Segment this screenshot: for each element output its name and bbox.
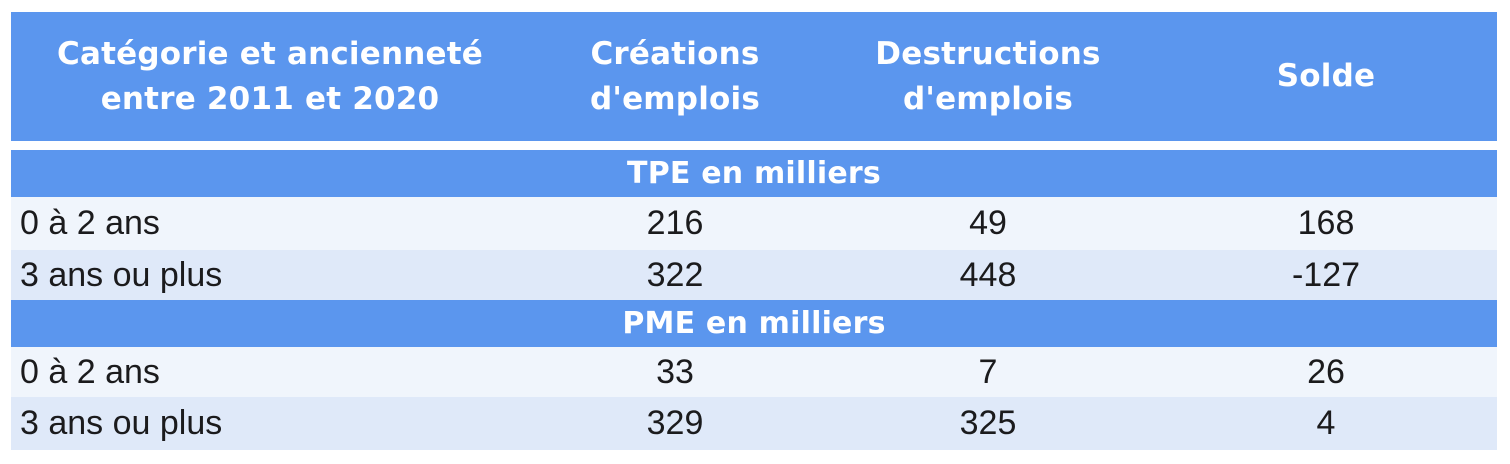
- creations-value-cell: 33: [656, 352, 694, 391]
- row-label-cell: 0 à 2 ans: [20, 204, 160, 242]
- table-row-pme-3plus: 3 ans ou plus 329 325 4: [11, 397, 1497, 450]
- destructions-value-cell: 325: [959, 404, 1017, 442]
- header-body-divider: [11, 141, 1497, 150]
- destructions-value-cell: 7: [978, 352, 998, 391]
- solde-value-cell: -127: [1291, 255, 1361, 294]
- table-row-pme-0-2: 0 à 2 ans 33 7 26: [11, 347, 1497, 397]
- row-label-cell: 3 ans ou plus: [20, 404, 223, 442]
- row-label-cell: 3 ans ou plus: [20, 255, 223, 294]
- solde-value-cell: 26: [1307, 352, 1345, 391]
- destructions-value-cell: 49: [969, 204, 1007, 242]
- header-destructions: Destructions d'emplois: [875, 36, 1101, 117]
- destructions-value-cell: 448: [959, 255, 1017, 294]
- table-row-tpe-0-2: 0 à 2 ans 216 49 168: [11, 197, 1497, 250]
- table-header-row: Catégorie et ancienneté entre 2011 et 20…: [11, 12, 1497, 141]
- solde-value-cell: 4: [1316, 404, 1336, 442]
- employment-table: Catégorie et ancienneté entre 2011 et 20…: [11, 12, 1497, 450]
- solde-value-cell: 168: [1297, 204, 1355, 242]
- row-label-cell: 0 à 2 ans: [20, 352, 160, 391]
- section-header-tpe: TPE en milliers: [11, 150, 1497, 197]
- header-creations: Créations d'emplois: [590, 36, 760, 117]
- creations-value-cell: 216: [646, 204, 704, 242]
- header-solde: Solde: [1276, 58, 1376, 95]
- header-category: Catégorie et ancienneté entre 2011 et 20…: [57, 36, 483, 117]
- section-header-pme: PME en milliers: [11, 300, 1497, 347]
- creations-value-cell: 322: [646, 255, 704, 294]
- creations-value-cell: 329: [646, 404, 704, 442]
- table-row-tpe-3plus: 3 ans ou plus 322 448 -127: [11, 250, 1497, 300]
